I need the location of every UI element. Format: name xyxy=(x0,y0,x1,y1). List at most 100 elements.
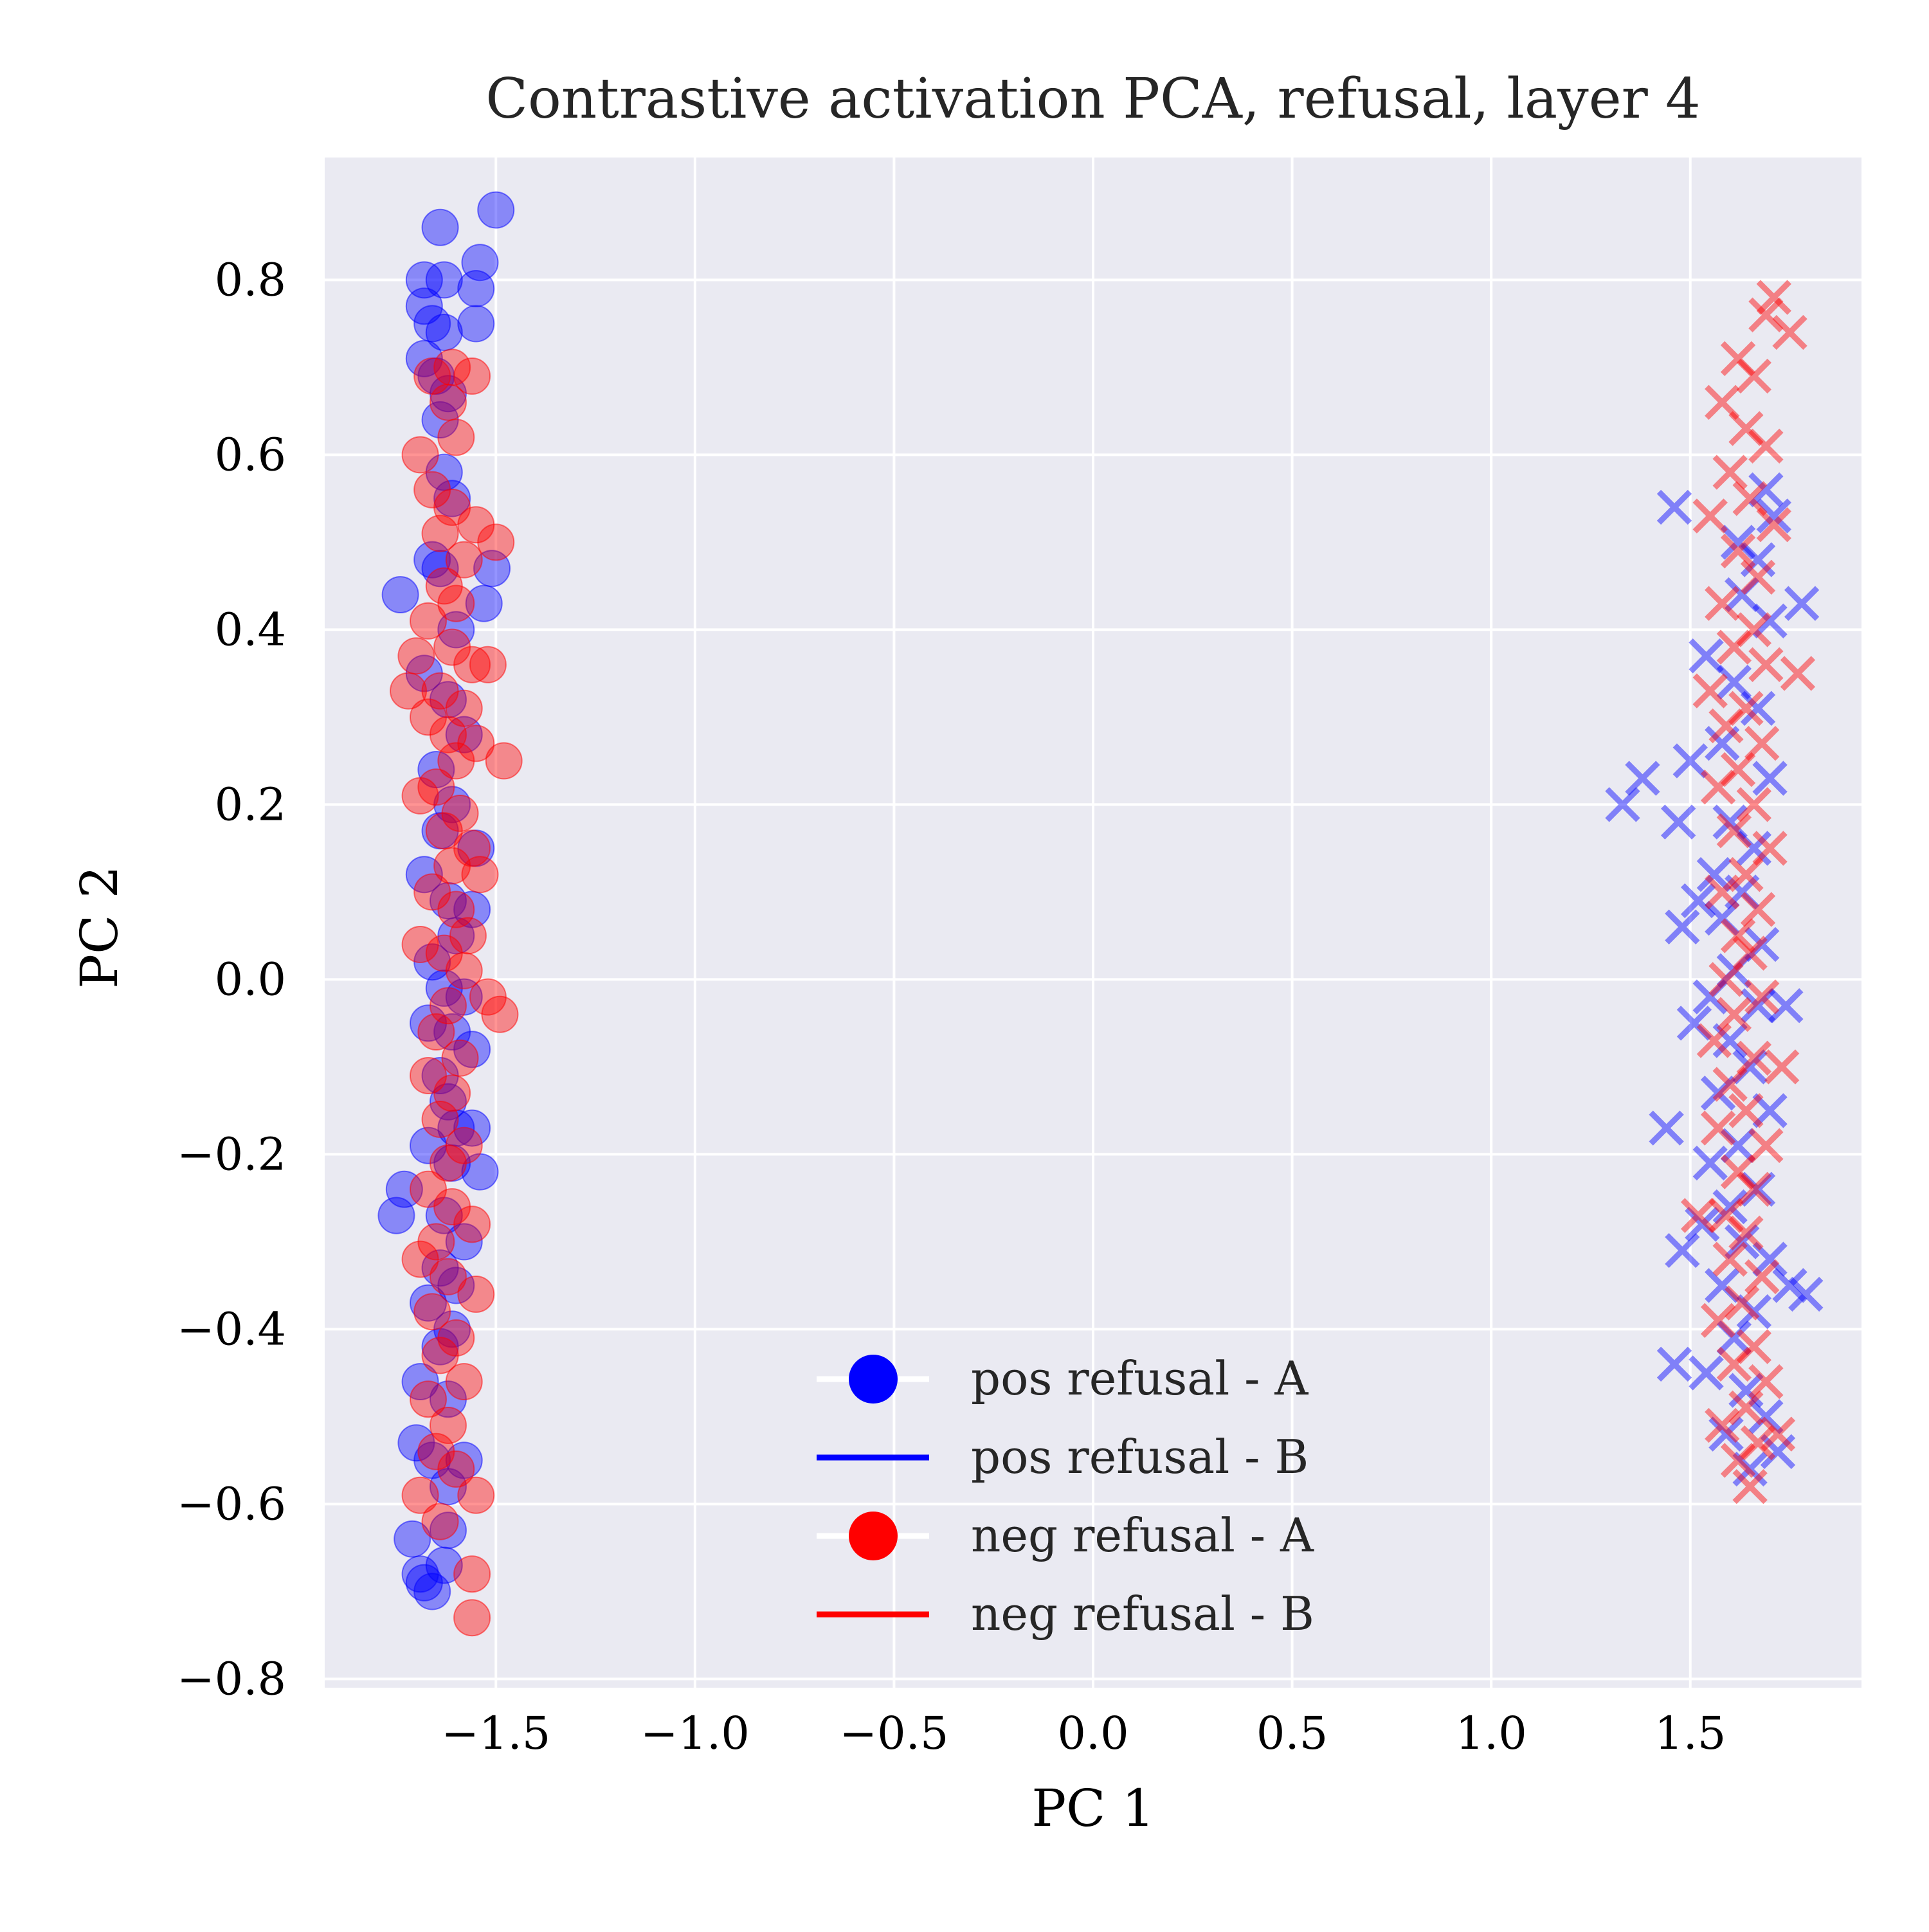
data-point xyxy=(417,1013,455,1051)
legend-label: neg refusal - B xyxy=(971,1587,1314,1641)
legend-swatch-marker xyxy=(849,1512,898,1560)
data-point xyxy=(1768,988,1804,1024)
data-point xyxy=(1708,708,1744,744)
data-point xyxy=(1748,1128,1784,1163)
data-point xyxy=(405,856,443,894)
data-point xyxy=(1705,586,1740,621)
data-point xyxy=(485,742,523,780)
data-point xyxy=(1748,428,1784,464)
data-point xyxy=(1708,962,1744,997)
legend-item: pos refusal - A xyxy=(817,1351,1309,1405)
data-point xyxy=(437,419,475,456)
data-point xyxy=(421,514,459,552)
data-point xyxy=(1720,918,1756,953)
data-point xyxy=(1752,761,1788,796)
data-point xyxy=(1744,1259,1780,1294)
data-point xyxy=(1700,1110,1736,1146)
data-point xyxy=(1672,743,1708,779)
data-point xyxy=(1656,1346,1692,1382)
data-point xyxy=(409,602,447,640)
data-point xyxy=(1740,988,1776,1024)
legend-label: pos refusal - A xyxy=(971,1351,1309,1405)
data-point xyxy=(1760,1416,1796,1452)
data-point xyxy=(1772,1268,1807,1303)
data-point xyxy=(457,305,495,343)
x-axis-label: PC 1 xyxy=(1031,1778,1154,1838)
data-point xyxy=(1712,1189,1748,1225)
y-axis-label: PC 2 xyxy=(69,865,129,988)
y-axis-ticks: −0.8 −0.6 −0.4 −0.2 0.0 0.2 0.4 0.6 0.8 xyxy=(177,253,286,1705)
y-tick-label: −0.2 xyxy=(177,1128,286,1180)
data-point xyxy=(390,672,428,710)
data-point xyxy=(1700,1303,1736,1338)
data-point xyxy=(1756,280,1791,315)
data-point xyxy=(441,1039,479,1077)
data-point xyxy=(1712,1067,1748,1102)
data-point xyxy=(1732,481,1768,516)
data-point xyxy=(1744,726,1780,761)
data-point xyxy=(1756,498,1791,534)
data-point xyxy=(1705,1268,1740,1303)
data-point xyxy=(1740,1425,1776,1461)
data-point xyxy=(1736,1294,1772,1330)
data-point xyxy=(1736,1171,1772,1207)
data-point xyxy=(445,1363,483,1400)
data-point xyxy=(461,856,499,894)
data-point xyxy=(1625,761,1660,796)
data-point xyxy=(445,541,483,579)
data-point xyxy=(477,523,515,561)
data-point xyxy=(1732,1469,1768,1504)
data-point xyxy=(425,812,463,850)
data-point xyxy=(1705,726,1740,761)
data-point xyxy=(1705,874,1740,910)
data-point xyxy=(1740,892,1776,927)
data-point xyxy=(1784,586,1820,621)
data-point xyxy=(1720,752,1756,788)
data-point xyxy=(1736,787,1772,822)
data-point xyxy=(457,1476,495,1514)
data-point xyxy=(1728,1373,1764,1408)
data-point xyxy=(1708,1416,1744,1452)
y-tick-label: 0.6 xyxy=(215,428,286,481)
y-tick-label: −0.8 xyxy=(177,1652,286,1705)
data-point xyxy=(1740,1171,1776,1207)
data-point xyxy=(437,742,475,780)
data-point xyxy=(1656,489,1692,525)
data-point xyxy=(1736,612,1772,647)
data-point xyxy=(1685,1207,1720,1242)
data-point xyxy=(1720,341,1756,376)
legend-label: pos refusal - B xyxy=(971,1430,1309,1484)
data-point xyxy=(1748,647,1784,682)
y-tick-label: −0.4 xyxy=(177,1303,286,1355)
data-point xyxy=(421,208,459,246)
data-point xyxy=(481,995,519,1033)
data-point xyxy=(1712,1241,1748,1277)
data-point xyxy=(401,1476,439,1514)
series-group xyxy=(1605,472,1824,1487)
data-point xyxy=(1788,1276,1824,1312)
data-point xyxy=(1728,1390,1764,1425)
data-point xyxy=(453,1109,491,1147)
data-point xyxy=(1728,691,1764,726)
data-point xyxy=(429,1144,467,1182)
data-point xyxy=(457,1276,495,1313)
data-point xyxy=(1696,857,1732,892)
data-point xyxy=(1728,1093,1764,1128)
data-point xyxy=(1712,804,1748,840)
data-point xyxy=(1725,577,1760,613)
data-point xyxy=(401,926,439,963)
data-point xyxy=(453,1599,491,1637)
data-point xyxy=(1732,935,1768,971)
data-point xyxy=(1728,857,1764,892)
data-point xyxy=(1716,1320,1752,1356)
data-point xyxy=(1748,1399,1784,1434)
data-point xyxy=(1716,629,1752,665)
legend-item: neg refusal - A xyxy=(817,1508,1314,1562)
data-point xyxy=(1728,411,1764,446)
data-point xyxy=(1700,1076,1736,1111)
x-tick-label: 1.5 xyxy=(1654,1707,1726,1760)
data-point xyxy=(1689,638,1724,674)
data-point xyxy=(1692,1145,1728,1181)
